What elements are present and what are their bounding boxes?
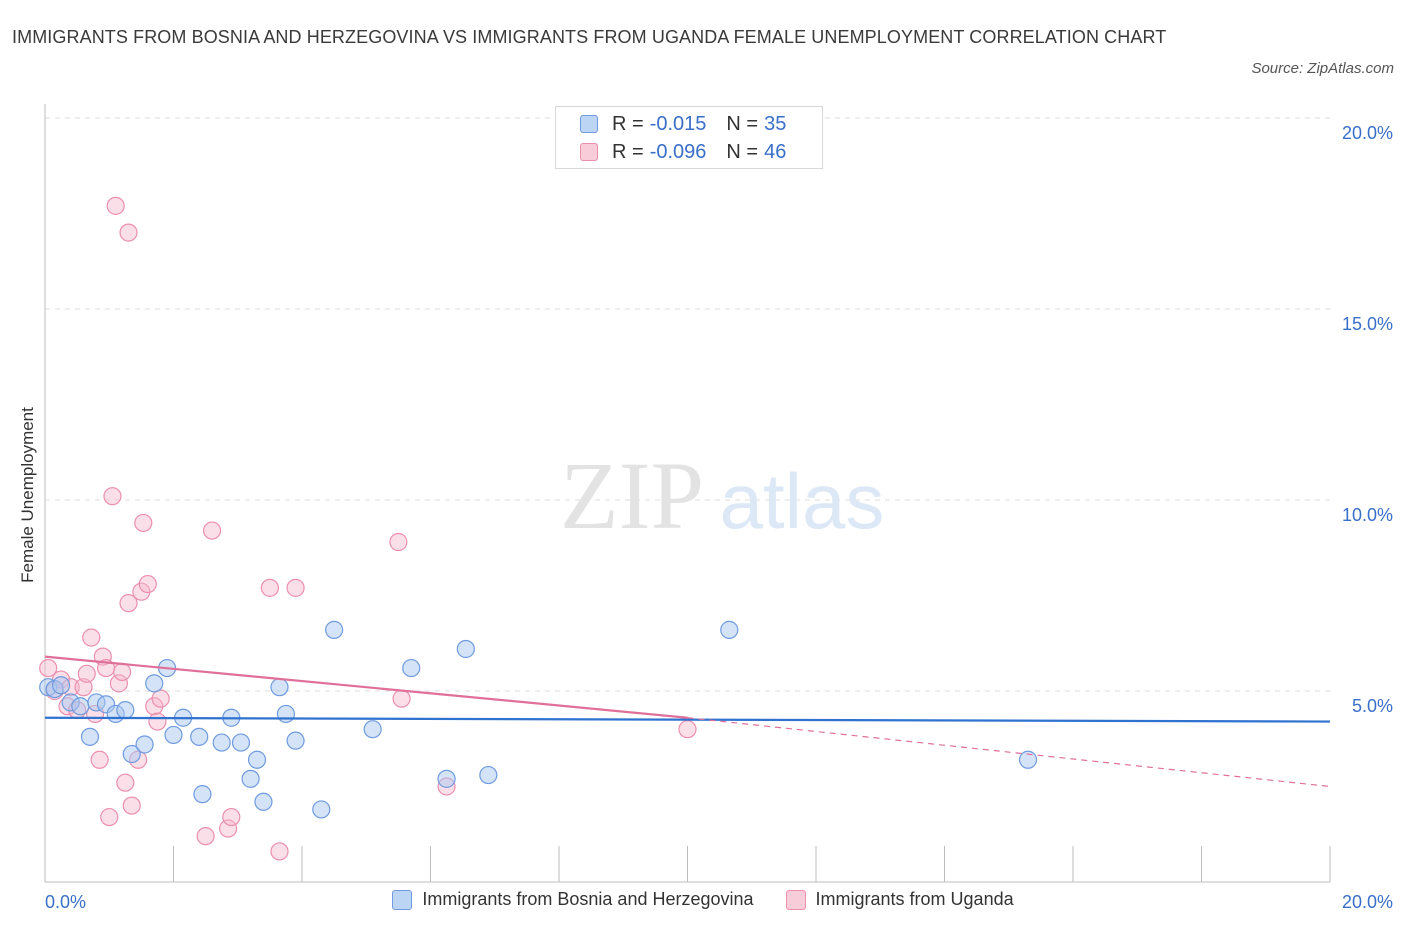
y-tick-label-2: 15.0% [1342,314,1393,334]
bottom-legend-uganda: Immigrants from Uganda [785,889,1014,910]
y-tick-label-1: 10.0% [1342,505,1393,525]
bosnia-point-12 [145,674,164,693]
legend-row-bosnia: R = -0.015 N = 35 [580,111,786,137]
watermark: ZIP atlas [560,442,884,549]
x-tick-label-1: 20.0% [1342,892,1393,912]
uganda-point-26 [145,697,164,716]
uganda-point-8 [82,628,101,647]
stats-legend: R = -0.015 N = 35 R = -0.096 N = 46 [555,106,823,169]
trend-lines [44,655,1331,788]
y-tick-label-3: 20.0% [1342,123,1393,143]
uganda-point-19 [119,223,138,242]
bosnia-point-18 [212,733,231,752]
bottom-legend-swatch-bosnia [392,889,413,910]
uganda-point-20 [119,594,138,613]
uganda-trend-extension [687,717,1331,788]
bosnia-point-27 [312,800,331,819]
uganda-point-28 [151,689,170,708]
bottom-legend-label-bosnia: Immigrants from Bosnia and Herzegovina [422,889,754,909]
bosnia-point-9 [116,700,135,720]
uganda-point-16 [109,674,128,693]
grid-lines [45,117,1330,692]
bosnia-point-28 [325,620,344,639]
legend-n-label-bosnia: N = [726,112,759,135]
watermark-zip: ZIP [560,442,704,549]
uganda-point-6 [74,678,93,697]
bosnia-point-5 [80,727,100,746]
uganda-point-33 [260,578,279,597]
bosnia-point-26 [286,731,305,750]
tick-labels: 5.0% 10.0% 15.0% 20.0% 0.0% 20.0% [45,123,1393,912]
bosnia-point-10 [122,744,141,764]
bottom-legend-swatch-uganda [785,889,806,910]
bosnia-point-16 [193,785,212,804]
uganda-point-17 [112,662,132,682]
bosnia-point-31 [437,769,456,788]
bosnia-point-11 [135,735,154,754]
uganda-point-35 [286,578,305,597]
uganda-point-13 [100,807,119,827]
uganda-point-24 [134,513,153,533]
bosnia-point-32 [456,639,475,659]
bosnia-point-2 [51,676,71,695]
uganda-point-37 [392,689,411,708]
bosnia-point-17 [190,727,209,746]
source-label: Source: ZipAtlas.com [1251,60,1394,77]
bosnia-point-23 [254,792,273,811]
axes [44,104,1331,883]
uganda-point-10 [90,750,109,769]
bosnia-point-4 [71,697,90,716]
uganda-points [39,196,697,861]
bosnia-point-25 [276,704,296,724]
bosnia-point-20 [231,733,251,752]
legend-row-uganda: R = -0.096 N = 46 [580,139,786,165]
bosnia-point-34 [720,620,739,639]
bosnia-point-21 [241,769,260,788]
uganda-point-21 [122,796,141,815]
y-tick-label-0: 5.0% [1352,696,1393,716]
uganda-point-15 [106,196,125,215]
bosnia-point-29 [363,720,382,739]
legend-n-value-bosnia: 35 [764,112,787,135]
legend-r-value-bosnia: -0.015 [649,112,707,135]
bosnia-point-30 [402,658,421,678]
watermark-atlas: atlas [720,457,885,545]
uganda-point-39 [678,720,697,739]
uganda-point-18 [116,773,135,792]
bosnia-point-24 [270,678,289,697]
uganda-point-25 [138,574,157,594]
bosnia-point-33 [479,765,498,785]
legend-r-label-uganda: R = [612,140,644,163]
legend-swatch-uganda [580,143,598,161]
uganda-point-31 [219,819,238,838]
uganda-trend-line [44,655,688,719]
uganda-point-7 [77,664,96,683]
legend-r-label-bosnia: R = [612,112,644,135]
legend-n-value-uganda: 46 [764,140,787,163]
uganda-point-27 [148,712,167,731]
bosnia-point-22 [247,750,267,769]
bosnia-point-35 [1018,750,1038,769]
uganda-point-23 [132,582,151,601]
legend-swatch-bosnia [580,115,598,133]
uganda-point-32 [222,807,241,827]
x-tick-label-0: 0.0% [45,892,86,912]
chart-title: IMMIGRANTS FROM BOSNIA AND HERZEGOVINA V… [12,27,1167,47]
uganda-point-36 [389,532,408,552]
uganda-point-14 [103,487,122,506]
bosnia-trend-line [44,716,1331,723]
bottom-legend: Immigrants from Bosnia and Herzegovina I… [0,889,1406,910]
uganda-point-30 [202,521,222,540]
uganda-point-29 [196,827,215,846]
bottom-legend-label-uganda: Immigrants from Uganda [815,889,1014,909]
uganda-point-0 [39,658,58,678]
bosnia-point-14 [164,725,183,745]
legend-n-label-uganda: N = [726,140,759,163]
bottom-legend-bosnia: Immigrants from Bosnia and Herzegovina [392,889,754,910]
legend-r-value-uganda: -0.096 [649,140,707,163]
uganda-point-34 [270,842,289,861]
